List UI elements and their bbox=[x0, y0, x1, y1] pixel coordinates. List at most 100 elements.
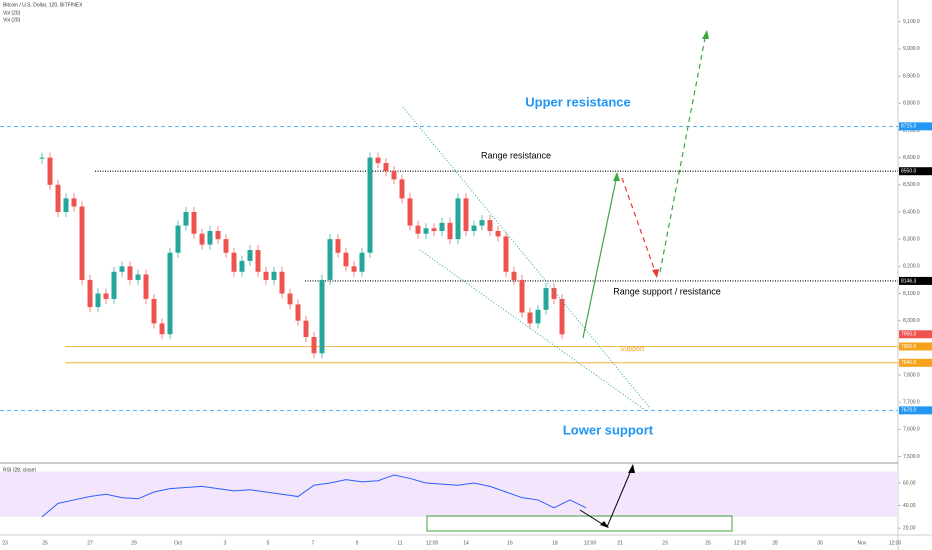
level-tag bbox=[899, 122, 932, 131]
annotation: Upper resistance bbox=[525, 94, 631, 109]
candle bbox=[135, 274, 141, 280]
candle bbox=[367, 157, 373, 253]
x-tick-label: 5 bbox=[267, 540, 270, 546]
x-tick-label: 14 bbox=[463, 540, 469, 546]
indicator-label: Vol (20) bbox=[3, 10, 21, 16]
x-tick-label: 9 bbox=[356, 540, 359, 546]
annotation: Range support / resistance bbox=[613, 286, 721, 296]
x-tick-label: 25 bbox=[42, 540, 48, 546]
arrow bbox=[582, 174, 618, 339]
indicator-label: Vol (20) bbox=[3, 17, 21, 23]
candle bbox=[535, 309, 541, 324]
rsi-title: RSI (28, close) bbox=[3, 467, 36, 473]
level-tag bbox=[899, 167, 932, 176]
y-tick-label: 9,100.0 bbox=[903, 19, 920, 25]
x-tick-label: 21 bbox=[617, 540, 623, 546]
x-tick-label: 12:00 bbox=[889, 540, 902, 546]
x-tick-label: 12:00 bbox=[734, 540, 747, 546]
candle bbox=[111, 271, 117, 299]
x-tick-label: Nov bbox=[858, 540, 867, 546]
y-tick-label: 8,900.0 bbox=[903, 73, 920, 79]
candle bbox=[39, 157, 45, 159]
x-tick-label: 23 bbox=[662, 540, 668, 546]
chart-title: Bitcoin / U.S. Dollar, 120, BITFINEX bbox=[3, 2, 83, 8]
candle bbox=[207, 231, 213, 245]
level-label: 7905.0 bbox=[901, 344, 917, 350]
candle bbox=[127, 266, 133, 280]
candle bbox=[479, 220, 485, 226]
x-tick-label: 27 bbox=[87, 540, 93, 546]
candle bbox=[279, 271, 285, 294]
candle bbox=[487, 220, 493, 231]
x-tick-label: 7 bbox=[312, 540, 315, 546]
rsi-tick-label: 60.00 bbox=[903, 480, 916, 486]
y-tick-label: 8,100.0 bbox=[903, 291, 920, 297]
arrow-head bbox=[613, 172, 620, 181]
candle bbox=[55, 184, 61, 212]
y-tick-label: 9,000.0 bbox=[903, 46, 920, 52]
last-price-tag bbox=[899, 330, 932, 339]
y-tick-label: 8,800.0 bbox=[903, 101, 920, 107]
level-label: 7845.0 bbox=[901, 360, 917, 366]
candle bbox=[415, 225, 421, 234]
trend-line bbox=[402, 106, 651, 409]
candle bbox=[239, 260, 245, 272]
candle bbox=[431, 228, 437, 231]
level-tag bbox=[899, 342, 932, 351]
candle bbox=[559, 298, 565, 335]
candle bbox=[551, 288, 557, 299]
x-tick-label: 25 bbox=[705, 540, 711, 546]
x-tick-label: 30 bbox=[817, 540, 823, 546]
candle bbox=[183, 211, 189, 226]
trend-line bbox=[419, 249, 646, 411]
candle bbox=[327, 239, 333, 280]
candle bbox=[63, 198, 69, 212]
candle bbox=[511, 271, 517, 280]
rsi-box bbox=[426, 515, 733, 532]
candle bbox=[87, 279, 93, 308]
y-tick-label: 7,600.0 bbox=[903, 427, 920, 433]
candle bbox=[263, 271, 269, 280]
arrow bbox=[621, 177, 657, 275]
y-tick-label: 8,300.0 bbox=[903, 236, 920, 242]
candle bbox=[167, 252, 173, 335]
candle bbox=[351, 266, 357, 272]
annotation: Lower support bbox=[563, 422, 654, 437]
last-price-label: 7950.0 bbox=[901, 332, 917, 338]
candle bbox=[71, 198, 77, 207]
rsi-band bbox=[0, 471, 898, 517]
candle bbox=[95, 293, 101, 308]
candle bbox=[47, 157, 53, 185]
x-tick-label: 3 bbox=[224, 540, 227, 546]
candle bbox=[231, 252, 237, 272]
level-tag bbox=[899, 276, 932, 285]
y-tick-label: 8,000.0 bbox=[903, 318, 920, 324]
x-tick-label: 29 bbox=[131, 540, 137, 546]
candle bbox=[543, 288, 549, 310]
candle bbox=[79, 206, 85, 280]
candle bbox=[223, 239, 229, 253]
candle bbox=[319, 279, 325, 354]
rsi-tick-label: 20.00 bbox=[903, 526, 916, 532]
y-tick-label: 8,200.0 bbox=[903, 264, 920, 270]
level-tag bbox=[899, 358, 932, 367]
y-tick-label: 7,500.0 bbox=[903, 454, 920, 460]
candle bbox=[503, 236, 509, 272]
level-label: 8715.0 bbox=[901, 124, 917, 130]
candle bbox=[455, 198, 461, 240]
annotation: Support bbox=[620, 346, 645, 353]
y-tick-label: 8,600.0 bbox=[903, 155, 920, 161]
candle bbox=[423, 228, 429, 234]
candle bbox=[119, 266, 125, 272]
candle bbox=[495, 231, 501, 237]
candle bbox=[311, 336, 317, 354]
candle bbox=[359, 252, 365, 272]
candle bbox=[383, 163, 389, 172]
x-tick-label: 18 bbox=[552, 540, 558, 546]
candle bbox=[143, 274, 149, 299]
candle bbox=[391, 171, 397, 180]
rsi-tick-label: 40.00 bbox=[903, 503, 916, 509]
candle bbox=[255, 250, 261, 272]
rsi-line bbox=[41, 474, 587, 518]
